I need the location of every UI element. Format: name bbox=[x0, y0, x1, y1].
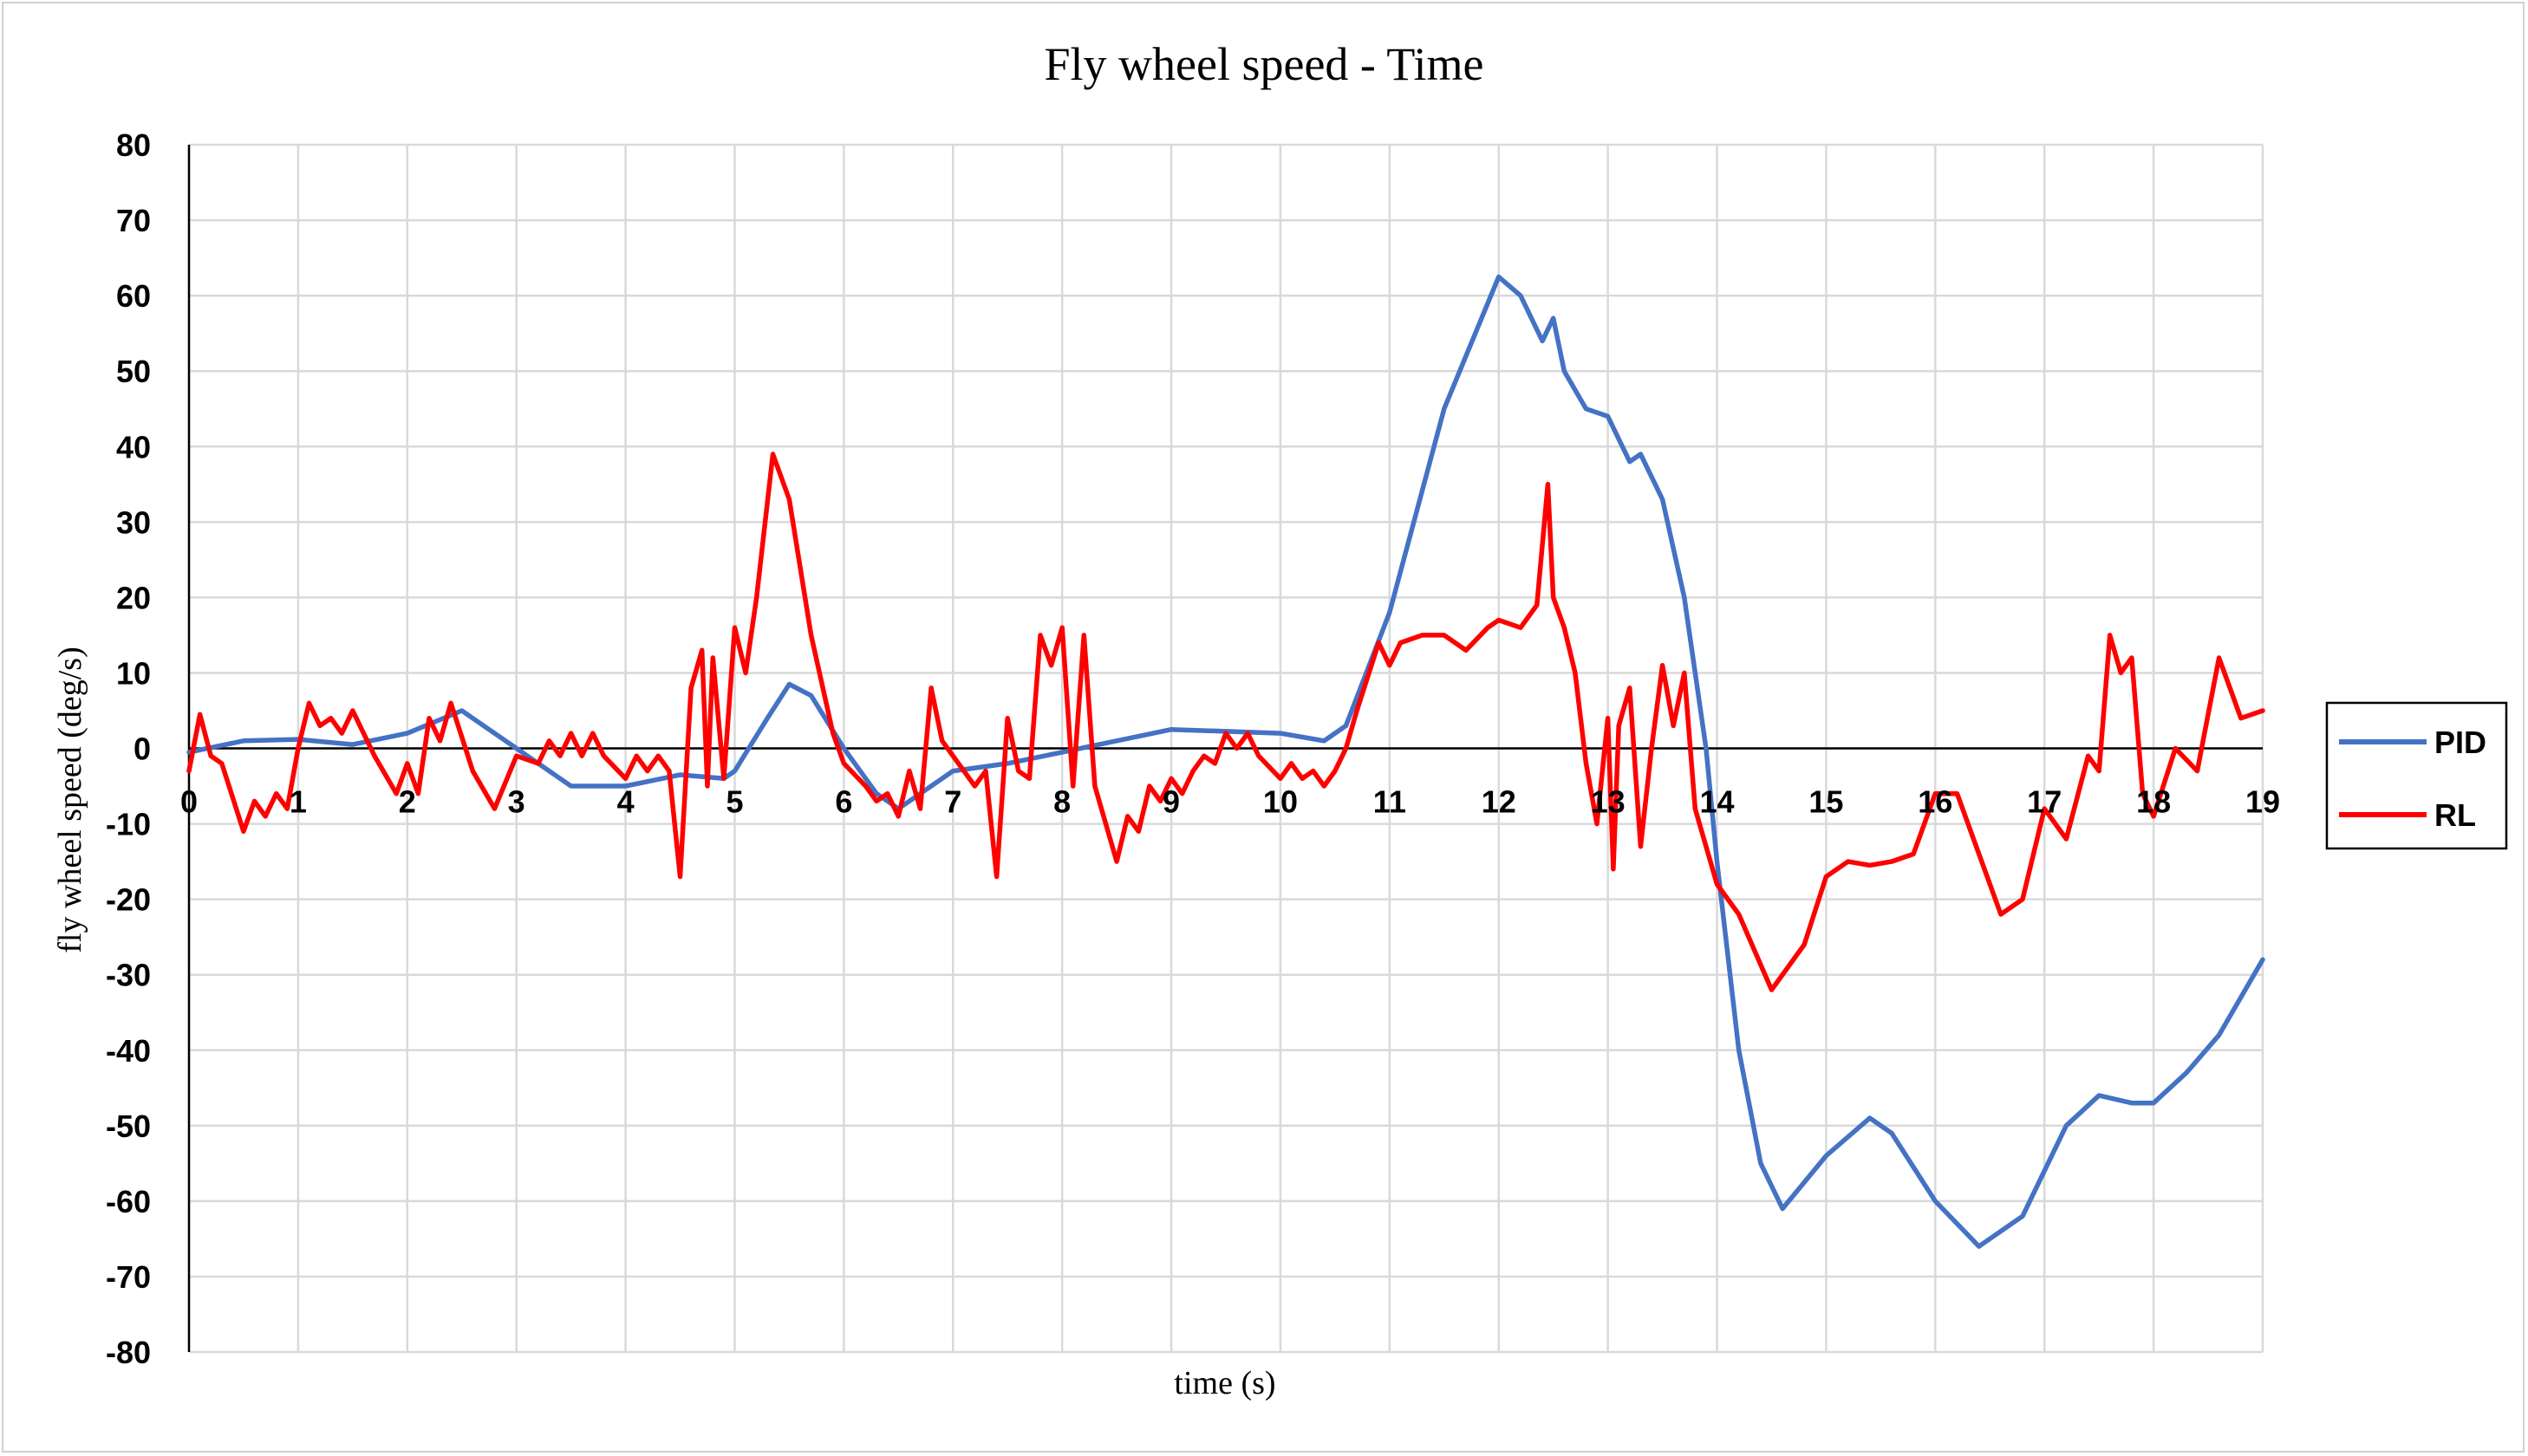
legend: PID RL bbox=[2325, 701, 2508, 850]
series-line-pid bbox=[186, 274, 2265, 1249]
legend-label-rl: RL bbox=[2434, 797, 2476, 833]
y-tick-label: 30 bbox=[116, 504, 151, 540]
y-tick-label: -10 bbox=[106, 807, 151, 842]
y-tick-label: 60 bbox=[116, 278, 151, 314]
y-tick-label: 70 bbox=[116, 203, 151, 238]
x-tick-label: 15 bbox=[1808, 784, 1843, 820]
series-line-rl bbox=[186, 452, 2265, 992]
y-tick-label: 20 bbox=[116, 580, 151, 615]
y-tick-label: 50 bbox=[116, 354, 151, 389]
x-axis-title: time (s) bbox=[1174, 1365, 1275, 1401]
y-tick-label: -40 bbox=[106, 1033, 151, 1069]
x-tick-label: 6 bbox=[835, 784, 852, 820]
x-tick-label: 10 bbox=[1263, 784, 1298, 820]
x-tick-label: 7 bbox=[944, 784, 961, 820]
y-tick-label: 0 bbox=[134, 731, 151, 767]
y-tick-label: 40 bbox=[116, 429, 151, 465]
y-axis-title: fly wheel speed (deg/s) bbox=[52, 647, 88, 953]
y-tick-label: -70 bbox=[106, 1259, 151, 1295]
series-lines bbox=[186, 274, 2265, 1249]
x-tick-label: 8 bbox=[1053, 784, 1071, 820]
x-tick-label: 14 bbox=[1700, 784, 1735, 820]
legend-label-pid: PID bbox=[2434, 725, 2486, 760]
x-tick-label: 18 bbox=[2136, 784, 2171, 820]
y-tick-label: -80 bbox=[106, 1335, 151, 1370]
x-tick-label: 11 bbox=[1373, 784, 1406, 820]
x-tick-label: 13 bbox=[1591, 784, 1626, 820]
x-tick-label: 3 bbox=[508, 784, 525, 820]
x-tick-label: 2 bbox=[399, 784, 416, 820]
x-tick-label: 17 bbox=[2027, 784, 2062, 820]
x-tick-label: 19 bbox=[2245, 784, 2280, 820]
x-tick-label: 5 bbox=[726, 784, 743, 820]
x-tick-label: 1 bbox=[290, 784, 307, 820]
y-tick-label: 80 bbox=[116, 127, 151, 163]
y-tick-label: -50 bbox=[106, 1108, 151, 1144]
legend-box bbox=[2325, 701, 2508, 850]
y-tick-label: -60 bbox=[106, 1184, 151, 1219]
axes bbox=[187, 145, 2263, 1352]
y-tick-label: -30 bbox=[106, 958, 151, 993]
y-tick-label: 10 bbox=[116, 655, 151, 691]
tick-labels: 80706050403020100-10-20-30-40-50-60-70-8… bbox=[106, 127, 2280, 1370]
y-tick-label: -20 bbox=[106, 882, 151, 918]
x-tick-label: 16 bbox=[1918, 784, 1952, 820]
x-tick-label: 4 bbox=[617, 784, 635, 820]
x-tick-label: 12 bbox=[1482, 784, 1516, 820]
x-tick-label: 9 bbox=[1163, 784, 1180, 820]
chart-title: Fly wheel speed - Time bbox=[1045, 38, 1484, 90]
x-tick-label: 0 bbox=[180, 784, 198, 820]
